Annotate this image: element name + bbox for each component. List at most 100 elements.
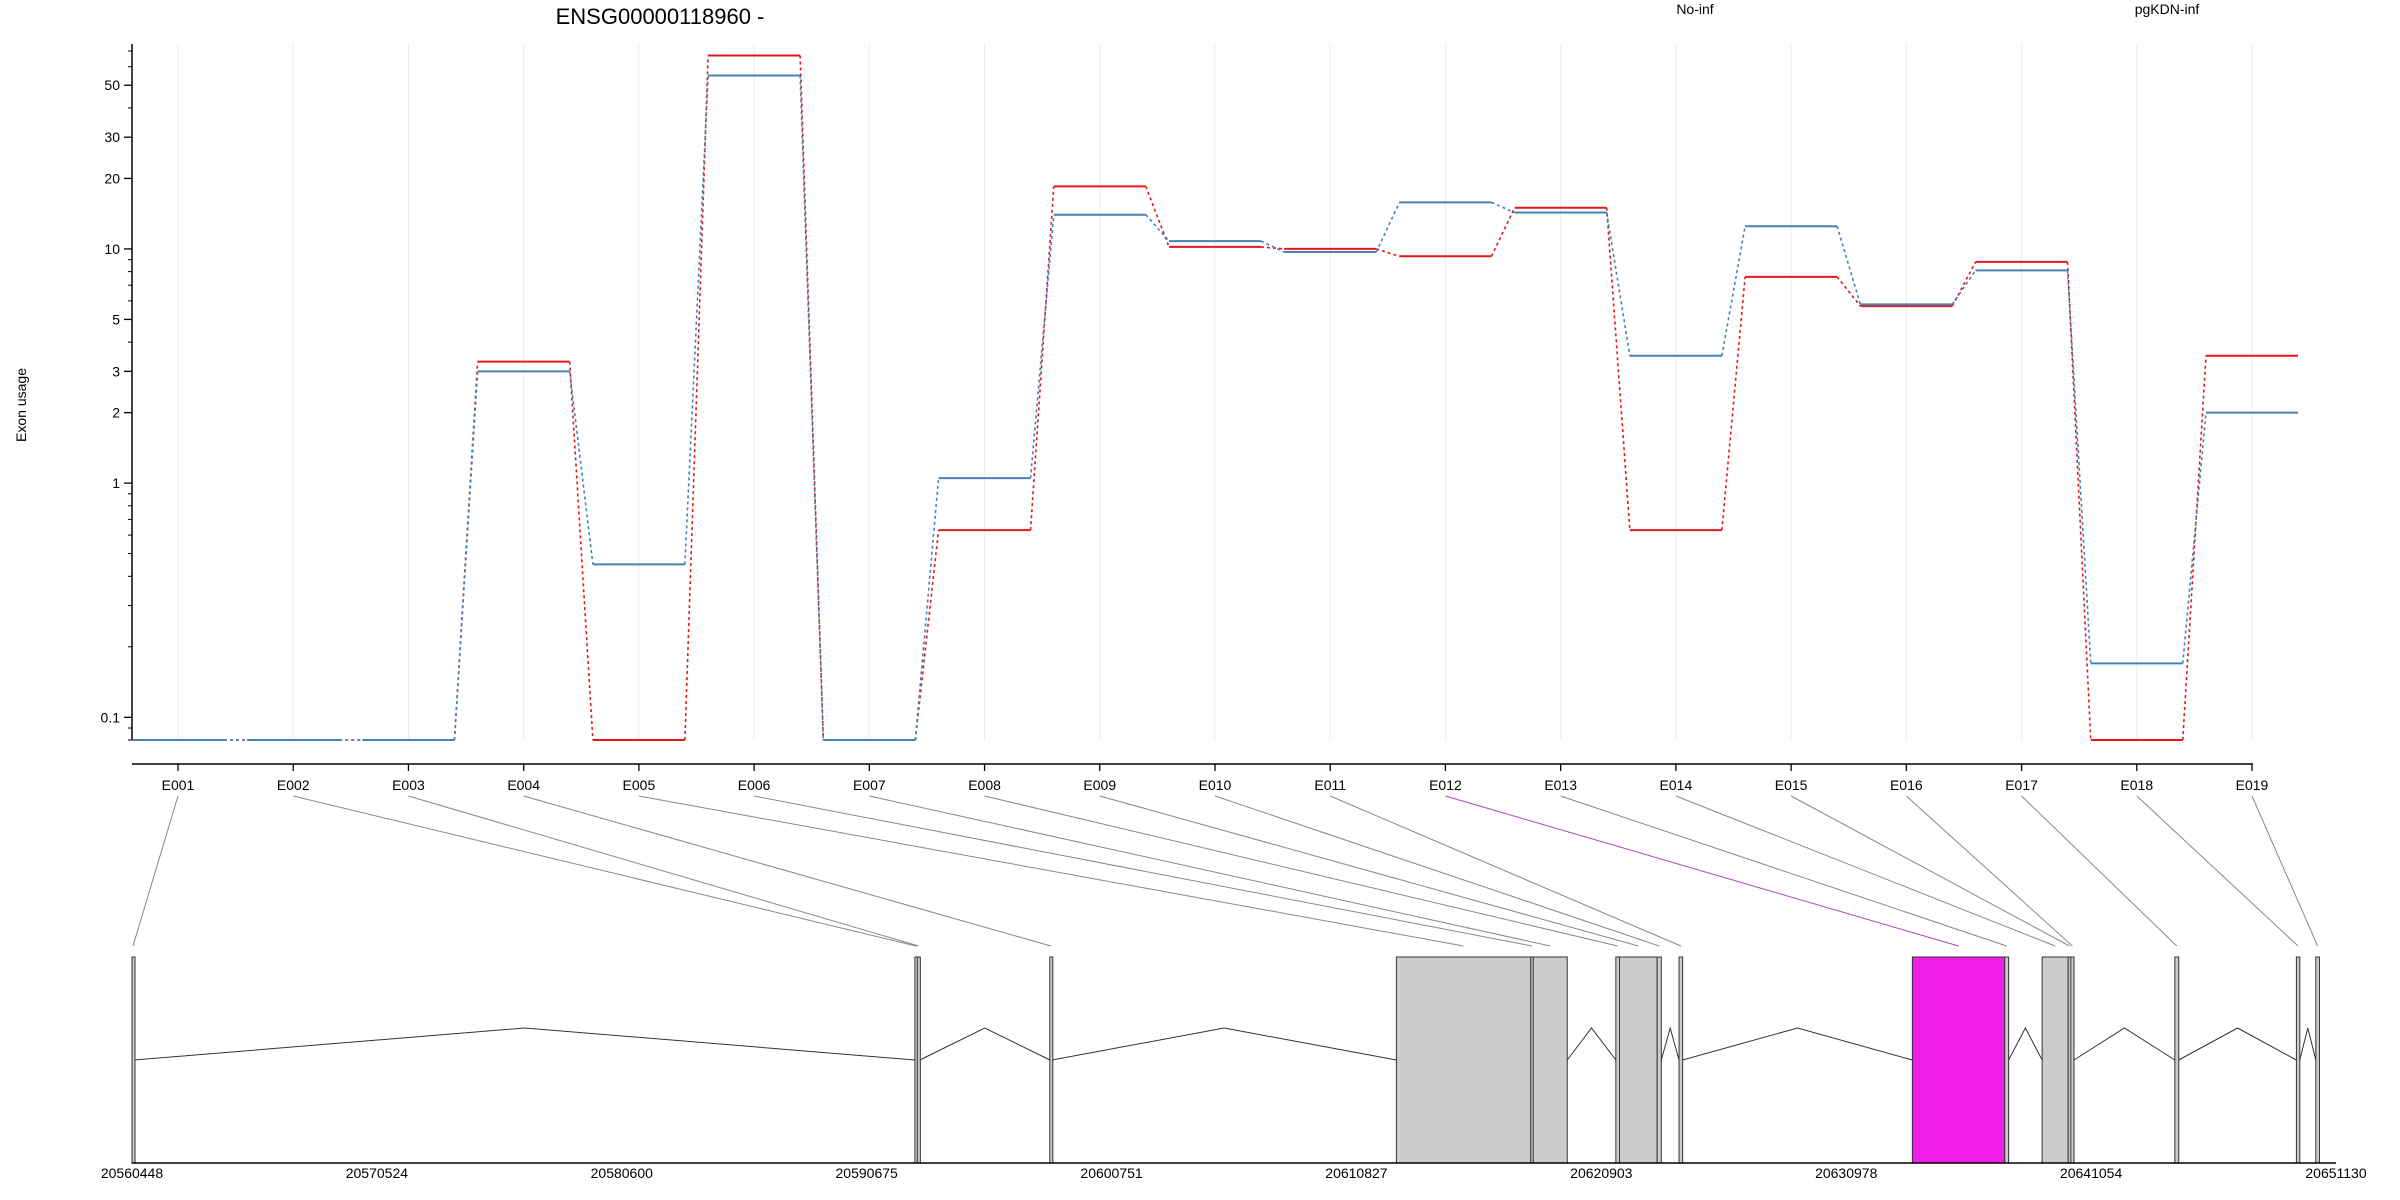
legend-label-pgkdn-inf: pgKDN-inf	[2135, 1, 2200, 17]
series-connector	[1260, 246, 1285, 250]
series-lines	[132, 54, 2298, 741]
coordinate-label: 20590675	[836, 1165, 899, 1181]
series-connector	[799, 55, 825, 741]
intron-line	[2073, 1027, 2176, 1061]
intron-line	[133, 1027, 915, 1061]
exon-block	[2174, 956, 2180, 1164]
x-tick-label: E017	[2005, 777, 2038, 793]
exon-block	[2041, 956, 2069, 1164]
series-connector	[684, 55, 709, 741]
series-connector	[1721, 226, 1746, 356]
exon-connector	[293, 795, 917, 947]
y-axis: 0.1 1 2 3 5 10 20 30 50	[101, 44, 133, 741]
x-tick-label: E018	[2120, 777, 2153, 793]
x-tick-label: E008	[968, 777, 1001, 793]
series-connector	[1836, 276, 1861, 307]
y-tick-label: 2	[112, 405, 120, 421]
gene-model	[131, 956, 2320, 1164]
coordinate-label: 20641054	[2060, 1165, 2123, 1181]
y-tick-label: 20	[104, 170, 120, 186]
x-tick-label: E005	[623, 777, 656, 793]
y-tick-label: 50	[104, 77, 120, 93]
x-tick-label: E010	[1199, 777, 1232, 793]
legend: No-inf pgKDN-inf	[1676, 1, 2199, 17]
intron-line	[1566, 1027, 1617, 1061]
x-tick-label: E006	[738, 777, 771, 793]
x-tick-label: E013	[1544, 777, 1577, 793]
exon-block	[916, 956, 921, 1164]
exon-block	[1678, 956, 1684, 1164]
intron-line	[1682, 1027, 1913, 1061]
legend-label-no-inf: No-inf	[1676, 1, 1713, 17]
exon-connector	[984, 795, 1618, 947]
exon-connector	[1445, 795, 1959, 947]
series-connector	[1490, 207, 1516, 257]
series-No-inf	[132, 54, 2298, 741]
exon-block	[1618, 956, 1658, 1164]
exon-block	[2004, 956, 2010, 1164]
y-tick-label: 1	[112, 475, 120, 491]
series-pgKDN-inf	[132, 74, 2298, 741]
coordinate-label: 20600751	[1080, 1165, 1143, 1181]
y-tick-label: 30	[104, 129, 120, 145]
exon-connector	[1905, 795, 2073, 947]
coordinate-label: 20560448	[101, 1165, 164, 1181]
exon-connector	[1214, 795, 1660, 947]
x-tick-label: E002	[277, 777, 310, 793]
exon-block	[131, 956, 136, 1164]
exon-block	[1911, 956, 2006, 1164]
series-connector	[1836, 226, 1862, 305]
series-connector	[914, 530, 940, 741]
exon-connector	[2251, 795, 2319, 947]
exon-connector	[2136, 795, 2299, 947]
series-connector	[568, 371, 594, 565]
grid-lines	[177, 44, 2253, 740]
series-connector	[1260, 240, 1285, 253]
series-connector	[1375, 248, 1400, 258]
x-tick-label: E007	[853, 777, 886, 793]
coordinate-label: 20580600	[591, 1165, 654, 1181]
x-tick-label: E011	[1314, 777, 1346, 793]
y-tick-label: 5	[112, 311, 120, 327]
x-tick-label: E012	[1429, 777, 1462, 793]
exon-connector	[132, 795, 179, 947]
exon-block	[1615, 956, 1620, 1164]
exon-connector	[638, 795, 1464, 947]
series-connector	[2181, 355, 2207, 741]
exon-connector	[1560, 795, 2007, 947]
x-axis: E001 E002 E003 E004 E005 E006 E007 E008 E009 E010…	[132, 763, 2269, 793]
series-connector	[799, 75, 825, 741]
exon-connector	[869, 795, 1551, 947]
x-tick-label: E009	[1083, 777, 1116, 793]
exon-connector	[408, 795, 919, 947]
x-tick-label: E014	[1660, 777, 1693, 793]
exon-connector	[1330, 795, 1682, 947]
series-connector	[1605, 212, 1631, 356]
coordinate-label: 20620903	[1570, 1165, 1633, 1181]
x-tick-label: E003	[392, 777, 425, 793]
y-tick-label: 3	[112, 363, 120, 379]
x-tick-label: E019	[2236, 777, 2269, 793]
exon-block	[1532, 956, 1568, 1164]
series-connector	[1951, 269, 1977, 305]
exon-block	[1049, 956, 1054, 1164]
series-connector	[453, 371, 479, 741]
x-tick-label: E004	[507, 777, 540, 793]
intron-line	[2299, 1027, 2317, 1061]
intron-line	[2008, 1026, 2043, 1061]
coordinate-label: 20610827	[1325, 1165, 1388, 1181]
y-tick-label: 10	[104, 241, 120, 257]
chart-title: ENSG00000118960 -	[556, 4, 765, 29]
exon-connector	[2021, 795, 2178, 947]
intron-line	[919, 1027, 1051, 1061]
exon-connector	[523, 795, 1052, 947]
series-connector	[1145, 186, 1170, 248]
coordinate-label: 20570524	[346, 1165, 409, 1181]
coordinate-label: 20630978	[1815, 1165, 1878, 1181]
exon-connector	[1790, 795, 2070, 947]
exon-connector	[1099, 795, 1639, 947]
series-connector	[2066, 261, 2092, 741]
exon-connector	[1675, 795, 2056, 947]
exon-block	[2315, 956, 2320, 1164]
intron-line	[1660, 1026, 1680, 1061]
